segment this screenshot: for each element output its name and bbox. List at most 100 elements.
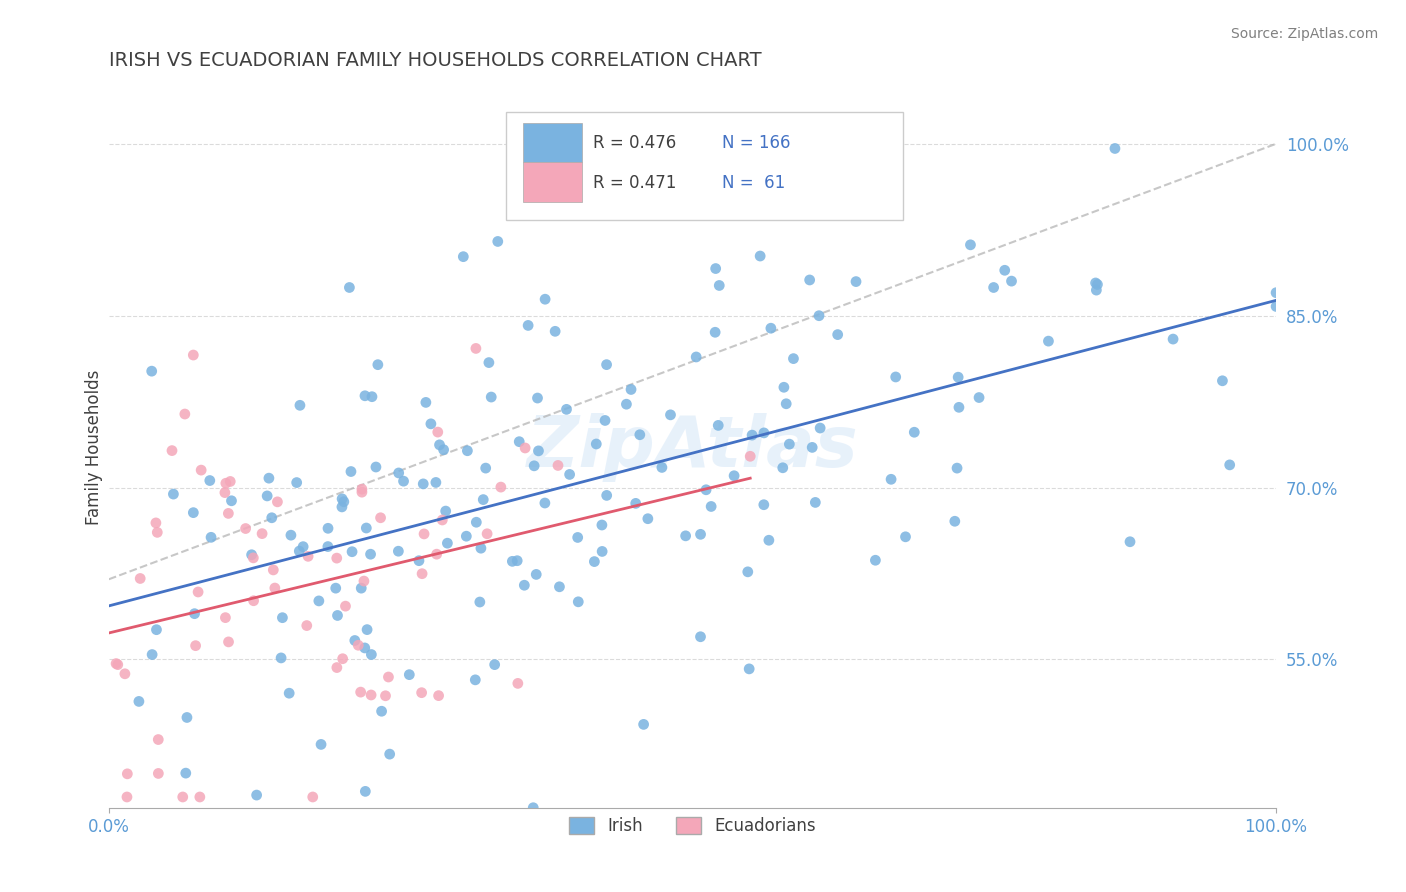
Irish bbox=[738, 662, 761, 676]
Ecuadorians bbox=[475, 526, 498, 541]
Irish bbox=[585, 437, 607, 451]
Irish bbox=[425, 475, 447, 490]
Irish bbox=[474, 461, 496, 475]
Irish bbox=[758, 533, 780, 548]
Irish bbox=[145, 623, 167, 637]
Ecuadorians bbox=[148, 766, 170, 780]
Irish bbox=[752, 425, 775, 440]
Irish bbox=[704, 326, 727, 340]
Irish bbox=[340, 465, 363, 479]
Irish bbox=[333, 494, 356, 508]
Irish bbox=[240, 548, 263, 562]
Irish bbox=[183, 607, 205, 621]
Irish bbox=[354, 784, 377, 798]
Ecuadorians bbox=[370, 510, 392, 524]
Ecuadorians bbox=[115, 789, 138, 804]
Ecuadorians bbox=[740, 450, 762, 464]
Irish bbox=[946, 461, 969, 475]
Irish bbox=[465, 515, 488, 529]
Irish bbox=[464, 673, 486, 687]
Irish bbox=[456, 443, 478, 458]
Irish bbox=[534, 496, 557, 510]
Irish bbox=[628, 427, 651, 442]
Irish bbox=[782, 351, 804, 366]
Ecuadorians bbox=[262, 563, 284, 577]
Irish bbox=[412, 476, 434, 491]
Irish bbox=[1104, 141, 1126, 155]
Ecuadorians bbox=[217, 507, 239, 521]
Irish bbox=[685, 350, 707, 364]
Ecuadorians bbox=[160, 443, 183, 458]
Irish bbox=[894, 530, 917, 544]
Irish bbox=[280, 528, 302, 542]
Ecuadorians bbox=[214, 610, 236, 624]
Ecuadorians bbox=[219, 475, 242, 489]
Irish bbox=[523, 458, 546, 473]
Text: Source: ZipAtlas.com: Source: ZipAtlas.com bbox=[1230, 27, 1378, 41]
Irish bbox=[354, 389, 377, 403]
Irish bbox=[517, 318, 540, 333]
Irish bbox=[741, 428, 763, 442]
Irish bbox=[501, 554, 523, 568]
Ecuadorians bbox=[148, 732, 170, 747]
Irish bbox=[689, 630, 711, 644]
Irish bbox=[360, 648, 382, 662]
Irish bbox=[415, 395, 437, 409]
Irish bbox=[808, 309, 831, 323]
Irish bbox=[865, 553, 887, 567]
Irish bbox=[651, 460, 673, 475]
Ecuadorians bbox=[506, 676, 529, 690]
Irish bbox=[478, 355, 501, 369]
Ecuadorians bbox=[350, 482, 373, 496]
Irish bbox=[522, 801, 544, 815]
Text: ZipAtlas: ZipAtlas bbox=[527, 413, 858, 482]
Ecuadorians bbox=[489, 480, 512, 494]
Irish bbox=[526, 391, 548, 405]
Irish bbox=[544, 324, 567, 338]
Irish bbox=[356, 521, 378, 535]
Irish bbox=[593, 413, 616, 427]
Text: N = 166: N = 166 bbox=[721, 134, 790, 152]
Irish bbox=[759, 321, 782, 335]
Ecuadorians bbox=[188, 789, 211, 804]
Irish bbox=[257, 471, 280, 485]
Irish bbox=[959, 237, 981, 252]
Irish bbox=[595, 358, 617, 372]
Irish bbox=[419, 417, 441, 431]
Irish bbox=[994, 263, 1017, 277]
Ecuadorians bbox=[350, 685, 373, 699]
Irish bbox=[616, 397, 638, 411]
FancyBboxPatch shape bbox=[523, 122, 582, 162]
Irish bbox=[508, 434, 530, 449]
Ecuadorians bbox=[181, 348, 204, 362]
Ecuadorians bbox=[173, 407, 195, 421]
Irish bbox=[340, 545, 363, 559]
Ecuadorians bbox=[235, 522, 257, 536]
Irish bbox=[309, 738, 332, 752]
Irish bbox=[591, 544, 613, 558]
Irish bbox=[1038, 334, 1060, 348]
Text: R = 0.476: R = 0.476 bbox=[593, 134, 676, 152]
Irish bbox=[361, 390, 384, 404]
Ecuadorians bbox=[266, 495, 288, 509]
Irish bbox=[434, 504, 457, 518]
Irish bbox=[506, 554, 529, 568]
Irish bbox=[659, 408, 682, 422]
Irish bbox=[558, 467, 581, 482]
Irish bbox=[316, 521, 339, 535]
Ecuadorians bbox=[426, 547, 449, 561]
Irish bbox=[470, 541, 492, 556]
Irish bbox=[513, 578, 536, 592]
Irish bbox=[367, 358, 389, 372]
Irish bbox=[330, 491, 353, 506]
Irish bbox=[288, 398, 311, 412]
Ecuadorians bbox=[326, 551, 349, 566]
Irish bbox=[709, 278, 731, 293]
Irish bbox=[595, 488, 617, 502]
Ecuadorians bbox=[263, 581, 285, 595]
Irish bbox=[707, 418, 730, 433]
Irish bbox=[356, 623, 378, 637]
Irish bbox=[378, 747, 401, 761]
Ecuadorians bbox=[172, 789, 194, 804]
Irish bbox=[1211, 374, 1233, 388]
